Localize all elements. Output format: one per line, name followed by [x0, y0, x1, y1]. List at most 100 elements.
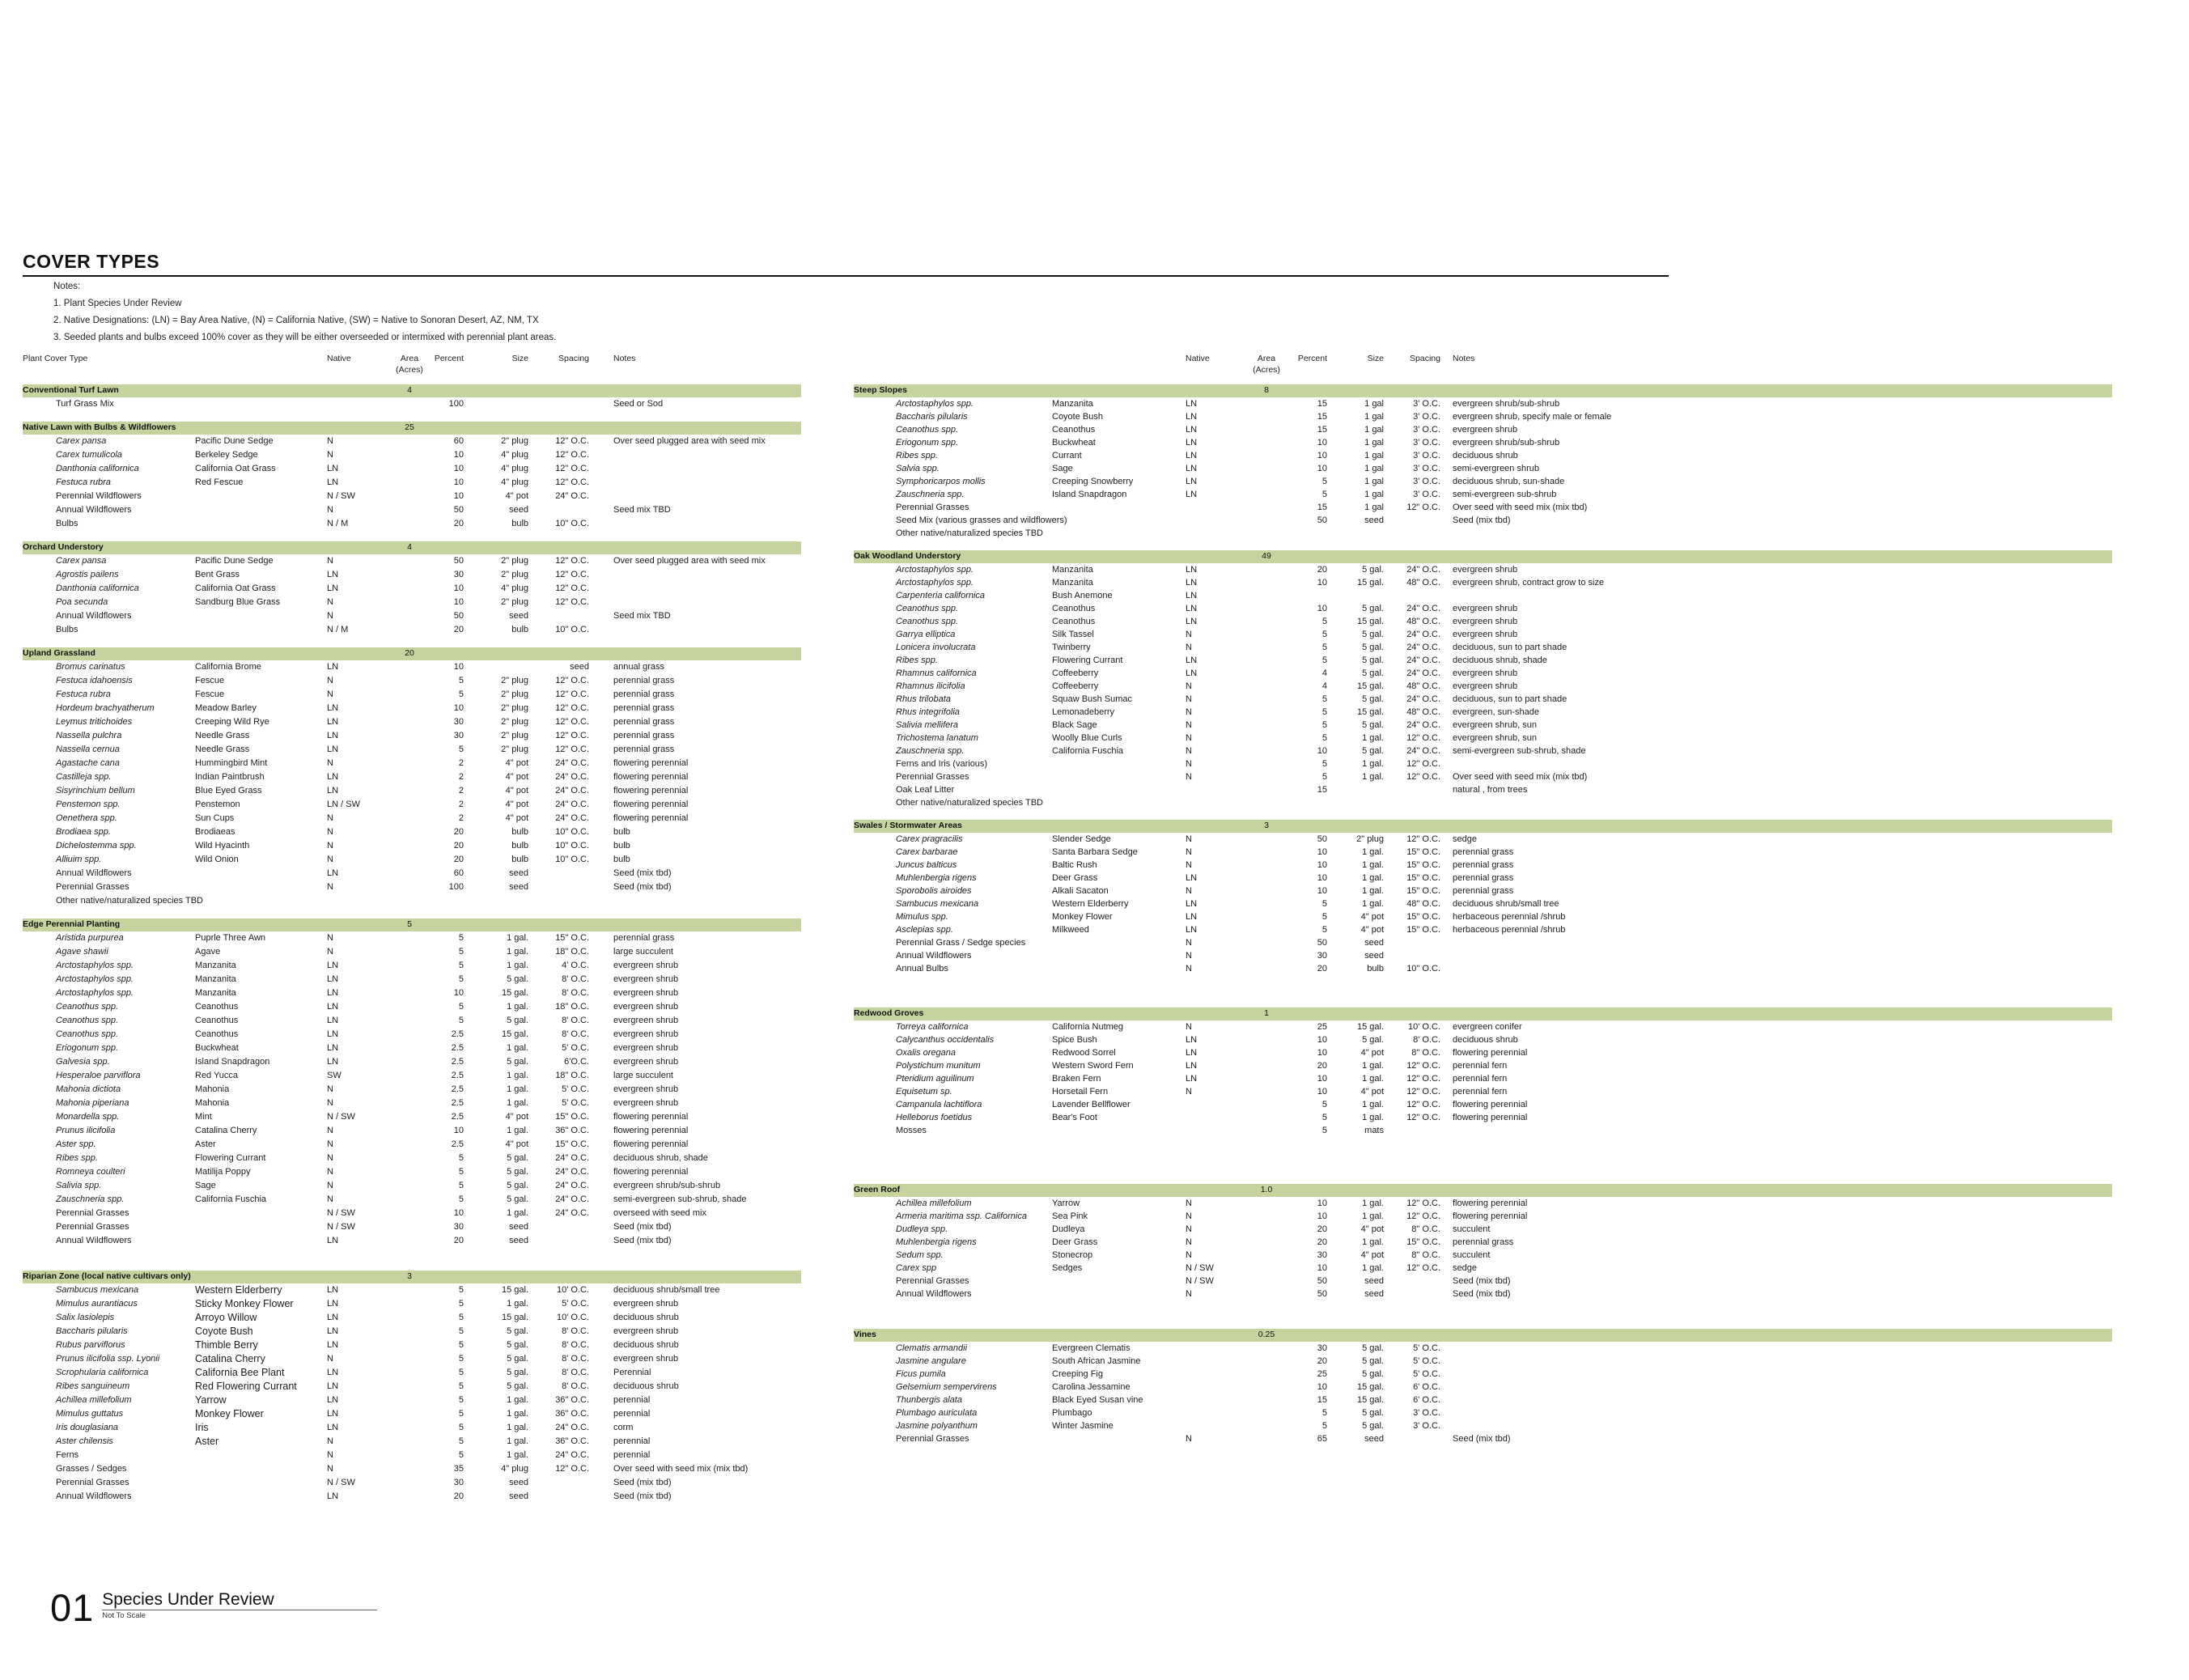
native-cell: LN — [327, 1381, 339, 1391]
size-cell: 5 gal. — [507, 1354, 528, 1364]
percent-cell: 20 — [1317, 1224, 1327, 1234]
area-cell — [1242, 1020, 1291, 1033]
common-name-cell: Deer Grass — [1052, 1237, 1098, 1247]
common-name-cell — [1052, 783, 1186, 796]
common-name-cell: Monkey Flower — [1052, 912, 1113, 922]
area-cell — [1242, 475, 1291, 488]
spacing-cell — [528, 867, 589, 880]
percent-cell: 10 — [453, 450, 464, 460]
common-name-cell: Yarrow — [195, 1394, 227, 1406]
table-row: Rhus integrifolia Lemonadeberry N 5 15 gal. 4… — [854, 706, 2112, 719]
native-cell: N — [1186, 759, 1192, 769]
spacing-cell — [1384, 783, 1440, 796]
percent-cell: 10 — [1317, 1263, 1327, 1273]
table-row: Danthonia californica California Oat Gras… — [23, 582, 801, 596]
common-name-cell — [1052, 501, 1186, 514]
common-name-cell — [1052, 949, 1186, 962]
native-cell — [1186, 1124, 1242, 1137]
common-name-cell: Braken Fern — [1052, 1074, 1101, 1084]
area-cell — [385, 476, 434, 490]
size-cell: 1 gal — [1364, 438, 1384, 448]
native-cell: LN — [1186, 1048, 1198, 1058]
area-cell — [1242, 1355, 1291, 1368]
percent-cell: 5 — [458, 974, 464, 984]
notes-cell: perennial grass — [1453, 1237, 1514, 1247]
table-row: Calycanthus occidentalis Spice Bush LN 10 5 … — [854, 1033, 2112, 1046]
notes-cell: deciduous shrub, sun-shade — [1453, 477, 1565, 486]
species-cell: Arctostaphylos spp. — [896, 399, 974, 409]
section-header: Swales / Stormwater Areas 3 — [854, 820, 2112, 833]
percent-cell: 5 — [458, 1450, 464, 1460]
header-spacing: Spacing — [558, 354, 589, 363]
header-notes: Notes — [613, 354, 636, 363]
table-row: Equisetum sp. Horsetail Fern N 10 4" pot 12" … — [854, 1085, 2112, 1098]
spacing-cell: 12" O.C. — [555, 676, 589, 685]
common-name-cell: Puprle Three Awn — [195, 933, 266, 943]
common-name-cell: Fescue — [195, 676, 225, 685]
area-cell — [1242, 1288, 1291, 1300]
size-cell: seed — [509, 1491, 528, 1501]
percent-cell: 15 — [1317, 425, 1327, 435]
area-cell — [385, 798, 434, 812]
native-cell: N — [1186, 1289, 1192, 1299]
size-cell: 2" plug — [501, 731, 528, 740]
notes-cell: succulent — [1453, 1250, 1491, 1260]
species-cell: Alliuim spp. — [56, 855, 102, 864]
area-cell — [385, 1380, 434, 1394]
size-cell: 2" plug — [501, 597, 528, 607]
common-name-cell: Lavender Bellflower — [1052, 1100, 1131, 1109]
common-name-cell: Sage — [1052, 464, 1073, 473]
notes-cell: evergreen shrub, contract grow to size — [1453, 578, 1605, 588]
percent-cell: 4 — [1321, 668, 1327, 678]
table-row: Salivia spp. Sage N 5 5 gal. 24" O.C. evergree… — [23, 1179, 801, 1193]
size-cell: 1 gal. — [507, 1002, 528, 1012]
table-row: Trichostema lanatum Woolly Blue Curls N 5 1 … — [854, 732, 2112, 745]
species-cell: Asclepias spp. — [896, 925, 953, 935]
size-cell: 5 gal. — [507, 1167, 528, 1177]
native-cell: N — [327, 947, 333, 957]
native-cell — [1186, 1342, 1242, 1355]
table-row: Perennial Grasses 15 1 gal 12" O.C. Over see… — [854, 501, 2112, 514]
size-cell: 5 gal. — [507, 974, 528, 984]
size-cell: 5 gal. — [507, 1057, 528, 1067]
spacing-cell: 10" O.C. — [555, 841, 589, 851]
notes-cell: flowering perennial — [613, 800, 689, 809]
table-row: Grasses / Sedges N 35 4" plug 12" O.C. Over s… — [23, 1462, 801, 1476]
common-name-cell — [1052, 962, 1186, 975]
native-cell: N / SW — [327, 1208, 355, 1218]
notes-cell: evergreen shrub, sun — [1453, 720, 1537, 730]
species-cell: Ceanothus spp. — [56, 1016, 119, 1025]
size-cell: 15 gal. — [501, 1029, 528, 1039]
header-size: Size — [511, 354, 528, 363]
species-cell: Annual Wildflowers — [896, 951, 972, 961]
common-name-cell: Blue Eyed Grass — [195, 786, 262, 795]
notes-cell: sedge — [1453, 1263, 1477, 1273]
spacing-cell — [528, 1234, 589, 1248]
size-cell: seed — [509, 882, 528, 892]
area-cell — [385, 1325, 434, 1338]
table-row: Jasmine polyanthum Winter Jasmine 5 5 gal. 3… — [854, 1419, 2112, 1432]
spacing-cell: 48" O.C. — [1406, 617, 1440, 626]
size-cell: 5 gal. — [1362, 565, 1384, 575]
percent-cell: 10 — [1317, 1074, 1327, 1084]
size-cell: 5 gal. — [507, 1326, 528, 1336]
species-cell: Symphoricarpos mollis — [896, 477, 986, 486]
native-cell: N — [1186, 1237, 1192, 1247]
size-cell: 2" plug — [501, 556, 528, 566]
native-cell: LN — [1186, 425, 1198, 435]
notes-cell: perennial grass — [1453, 847, 1514, 857]
spacing-cell: 6' O.C. — [1413, 1395, 1440, 1405]
section-area-acres: 4 — [407, 542, 412, 552]
notes-cell: bulb — [613, 855, 630, 864]
native-cell: LN — [327, 1326, 339, 1336]
notes-cell: Seed (mix tbd) — [1453, 1434, 1511, 1444]
common-name-cell: Fescue — [195, 689, 225, 699]
percent-cell: 2.5 — [451, 1139, 464, 1149]
section-header: Steep Slopes 8 — [854, 384, 2112, 397]
spacing-cell — [528, 894, 589, 908]
area-cell — [385, 1407, 434, 1421]
spacing-cell: 12" O.C. — [555, 464, 589, 473]
area-cell — [385, 715, 434, 729]
species-cell: Campanula lachtiflora — [896, 1100, 982, 1109]
common-name-cell: Aster — [195, 1139, 216, 1149]
